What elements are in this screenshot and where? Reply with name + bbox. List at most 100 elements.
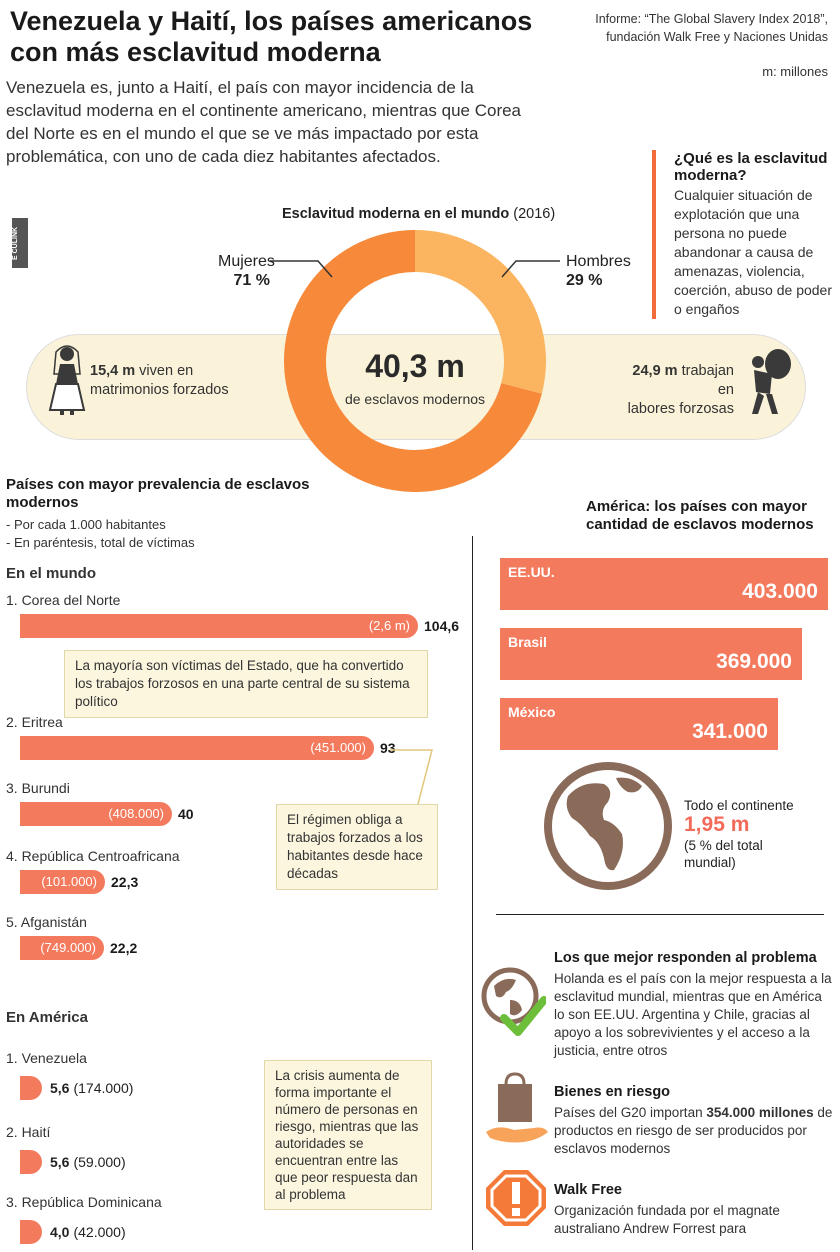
section-divider bbox=[496, 914, 824, 915]
america-bar-total: (174.000) bbox=[73, 1080, 134, 1096]
america-top-title: América: los países con mayor cantidad d… bbox=[586, 498, 814, 533]
world-bar-total: (2,6 m) bbox=[368, 618, 410, 633]
america-bar bbox=[20, 1150, 42, 1174]
america-top-value: 341.000 bbox=[692, 720, 768, 743]
men-value: 29 % bbox=[566, 272, 603, 289]
response-text: Holanda es el país con la mejor respuest… bbox=[554, 971, 832, 1058]
definition-text: Cualquier situación de explotación que u… bbox=[674, 187, 832, 317]
men-label-group: Hombres 29 % bbox=[566, 252, 631, 290]
forced-marriage-value: 15,4 m bbox=[90, 363, 136, 379]
worker-carrying-sack-icon bbox=[752, 349, 791, 414]
forced-labor-stat: 24,9 m trabajan en labores forzosas bbox=[614, 362, 734, 419]
donut-chart bbox=[284, 230, 546, 492]
donut-segment-women bbox=[284, 230, 542, 492]
america-bar-label: 5,6 (59.000) bbox=[50, 1154, 126, 1170]
walkfree-text: Organización fundada por el magnate aust… bbox=[554, 1203, 780, 1236]
america-bar-total: (42.000) bbox=[73, 1224, 126, 1240]
goods-text-pre: Países del G20 importan bbox=[554, 1105, 707, 1120]
source-note: Informe: “The Global Slavery Index 2018”… bbox=[568, 10, 828, 46]
america-bar-value: 4,0 bbox=[50, 1224, 70, 1240]
women-label-group: Mujeres 71 % bbox=[218, 252, 275, 290]
america-top-country: Brasil bbox=[508, 634, 547, 650]
source-line-1: Informe: “The Global Slavery Index 2018”… bbox=[595, 12, 828, 26]
title-line-1: Venezuela y Haití, los países americanos bbox=[10, 6, 533, 36]
goods-block: Bienes en riesgo Países del G20 importan… bbox=[554, 1084, 834, 1158]
bride-icon bbox=[48, 345, 86, 415]
world-country-name: 4. República Centroafricana bbox=[6, 848, 180, 864]
note-north-korea: La mayoría son víctimas del Estado, que … bbox=[64, 650, 428, 718]
prevalence-note-2: - En paréntesis, total de víctimas bbox=[6, 535, 195, 550]
brand-watermark: E CULINK bbox=[12, 218, 28, 268]
note-eritrea: El régimen obliga a trabajos forzados a … bbox=[276, 804, 438, 890]
definition-title: ¿Qué es la esclavitud moderna? bbox=[674, 150, 828, 184]
world-heading: En el mundo bbox=[6, 565, 96, 582]
america-bar-total: (59.000) bbox=[73, 1154, 126, 1170]
men-leader-line bbox=[501, 260, 560, 278]
units-note: m: millones bbox=[762, 64, 828, 79]
continent-note: (5 % del total mundial) bbox=[684, 838, 763, 870]
america-bar bbox=[20, 1076, 42, 1100]
prevalence-title: Países con mayor prevalencia de esclavos… bbox=[6, 476, 310, 511]
world-bar: (408.000) bbox=[20, 802, 172, 826]
donut-center: 40,3 m de esclavos modernos bbox=[300, 348, 530, 407]
america-bar-label: 5,6 (174.000) bbox=[50, 1080, 133, 1096]
bag-in-hand-icon bbox=[486, 1072, 548, 1143]
goods-title: Bienes en riesgo bbox=[554, 1084, 671, 1100]
goods-text-bold: 354.000 millones bbox=[706, 1105, 814, 1120]
world-country-name: 5. Afganistán bbox=[6, 914, 87, 930]
america-top-bar: Brasil 369.000 bbox=[500, 628, 802, 680]
globe-check-icon bbox=[481, 967, 546, 1036]
women-label: Mujeres bbox=[218, 253, 275, 270]
world-bar: (2,6 m) bbox=[20, 614, 418, 638]
america-bar-label: 4,0 (42.000) bbox=[50, 1224, 126, 1240]
world-bar: (451.000) bbox=[20, 736, 374, 760]
forced-marriage-text-1: viven en bbox=[135, 363, 194, 379]
world-bar: (749.000) bbox=[20, 936, 104, 960]
women-value: 71 % bbox=[233, 272, 270, 289]
donut-title: Esclavitud moderna en el mundo (2016) bbox=[282, 206, 555, 222]
intro-text: Venezuela es, junto a Haití, el país con… bbox=[6, 78, 522, 166]
world-bar-total: (749.000) bbox=[40, 940, 96, 955]
walkfree-title: Walk Free bbox=[554, 1182, 622, 1198]
world-country-name: 1. Corea del Norte bbox=[6, 592, 121, 608]
continent-label: Todo el continente bbox=[684, 798, 794, 813]
world-country-name: 3. Burundi bbox=[6, 780, 70, 796]
walkfree-block: Walk Free Organización fundada por el ma… bbox=[554, 1182, 834, 1238]
world-bar-value: 22,3 bbox=[111, 874, 139, 890]
forced-labor-text-1: trabajan en bbox=[677, 363, 734, 398]
goods-text-post: de productos en riesgo de ser producidos… bbox=[554, 1105, 833, 1156]
total-slaves-label: de esclavos modernos bbox=[344, 391, 486, 407]
world-bar-value: 40 bbox=[178, 806, 194, 822]
america-top-country: México bbox=[508, 704, 556, 720]
forced-labor-text-2: labores forzosas bbox=[627, 401, 734, 417]
america-bar-value: 5,6 bbox=[50, 1080, 70, 1096]
america-heading: En América bbox=[6, 1009, 88, 1026]
america-top-bar: EE.UU. 403.000 bbox=[500, 558, 828, 610]
america-top-bar: México 341.000 bbox=[500, 698, 778, 750]
donut-title-year: (2016) bbox=[513, 206, 556, 222]
world-bar-value: 22,2 bbox=[110, 940, 138, 956]
donut-title-bold: Esclavitud moderna en el mundo bbox=[282, 206, 510, 222]
column-divider bbox=[472, 536, 473, 1250]
world-bar-total: (408.000) bbox=[108, 806, 164, 821]
forced-marriage-stat: 15,4 m viven en matrimonios forzados bbox=[90, 362, 229, 400]
total-slaves-value: 40,3 m bbox=[365, 348, 465, 384]
leader-lines bbox=[270, 260, 560, 278]
america-top-country: EE.UU. bbox=[508, 564, 555, 580]
world-bar-total: (101.000) bbox=[41, 874, 97, 889]
continent-value: 1,95 m bbox=[684, 813, 750, 836]
globe-americas-icon bbox=[544, 762, 672, 890]
america-country-name: 1. Venezuela bbox=[6, 1050, 87, 1066]
world-bar-value: 93 bbox=[380, 740, 396, 756]
america-top-value: 369.000 bbox=[716, 650, 792, 673]
page-title: Venezuela y Haití, los países americanos… bbox=[10, 6, 590, 68]
men-label: Hombres bbox=[566, 253, 631, 270]
world-bar-value: 104,6 bbox=[424, 618, 460, 634]
america-top-value: 403.000 bbox=[742, 580, 818, 603]
america-bar bbox=[20, 1220, 42, 1244]
title-line-2: con más esclavitud moderna bbox=[10, 37, 381, 67]
america-bar-value: 5,6 bbox=[50, 1154, 70, 1170]
continent-total: Todo el continente 1,95 m (5 % del total… bbox=[684, 798, 804, 871]
forced-marriage-text-2: matrimonios forzados bbox=[90, 382, 229, 398]
response-block: Los que mejor responden al problema Hola… bbox=[554, 950, 834, 1060]
